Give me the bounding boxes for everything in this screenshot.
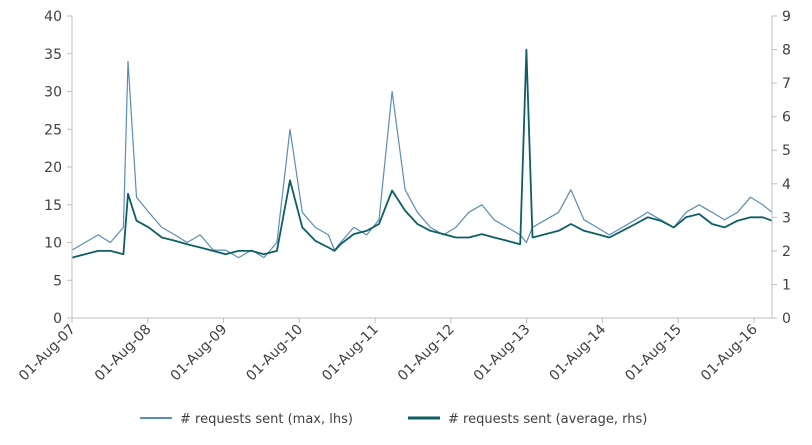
x-tick-label: 01-Aug-08 [92,322,155,385]
x-tick-label: 01-Aug-12 [395,322,458,385]
y-right-tick-label: 1 [782,277,791,293]
y-left-tick-label: 5 [53,273,62,289]
x-ticks: 01-Aug-07 01-Aug-08 01-Aug-09 01-Aug-10 01-A… [16,318,761,384]
legend: # requests sent (max, lhs) # requests se… [140,412,647,427]
y-right-tick-label: 0 [782,311,791,327]
series-line-max [71,60,773,259]
y-left-tick-label: 10 [44,236,62,252]
x-tick-label: 01-Aug-15 [622,322,685,385]
y-right-tick-label: 9 [782,9,791,25]
y-right-tick-label: 7 [782,76,791,92]
y-left-tick-label: 30 [44,85,62,101]
plot-lines [71,48,773,259]
x-tick-label: 01-Aug-14 [547,321,610,384]
y-left-tick-label: 0 [53,311,62,327]
legend-label-max: # requests sent (max, lhs) [180,412,353,427]
x-tick-label: 01-Aug-10 [243,322,306,385]
y-left-tick-label: 15 [44,198,62,214]
y-right-tick-label: 3 [782,210,791,226]
y-left-tick-label: 40 [44,9,62,25]
y-right-tick-label: 2 [782,244,791,260]
x-tick-label: 01-Aug-07 [16,322,79,385]
y-left-tick-label: 35 [44,47,62,63]
x-tick-label: 01-Aug-09 [168,322,231,385]
x-tick-label: 01-Aug-16 [698,321,761,384]
y-right-tick-label: 6 [782,110,791,126]
series-line-average [71,48,773,259]
y-left-tick-label: 20 [44,160,62,176]
y-right-tick-label: 5 [782,143,791,159]
legend-label-average: # requests sent (average, rhs) [448,412,647,427]
y-right-ticks: 0 1 2 3 4 5 6 7 8 9 [772,9,791,327]
y-left-ticks: 0 5 10 15 20 25 30 35 40 [44,9,72,327]
x-tick-label: 01-Aug-13 [471,322,534,385]
y-right-tick-label: 4 [782,177,791,193]
x-tick-label: 01-Aug-11 [319,322,382,385]
y-right-tick-label: 8 [782,43,791,59]
axes [71,16,773,319]
y-left-tick-label: 25 [44,122,62,138]
